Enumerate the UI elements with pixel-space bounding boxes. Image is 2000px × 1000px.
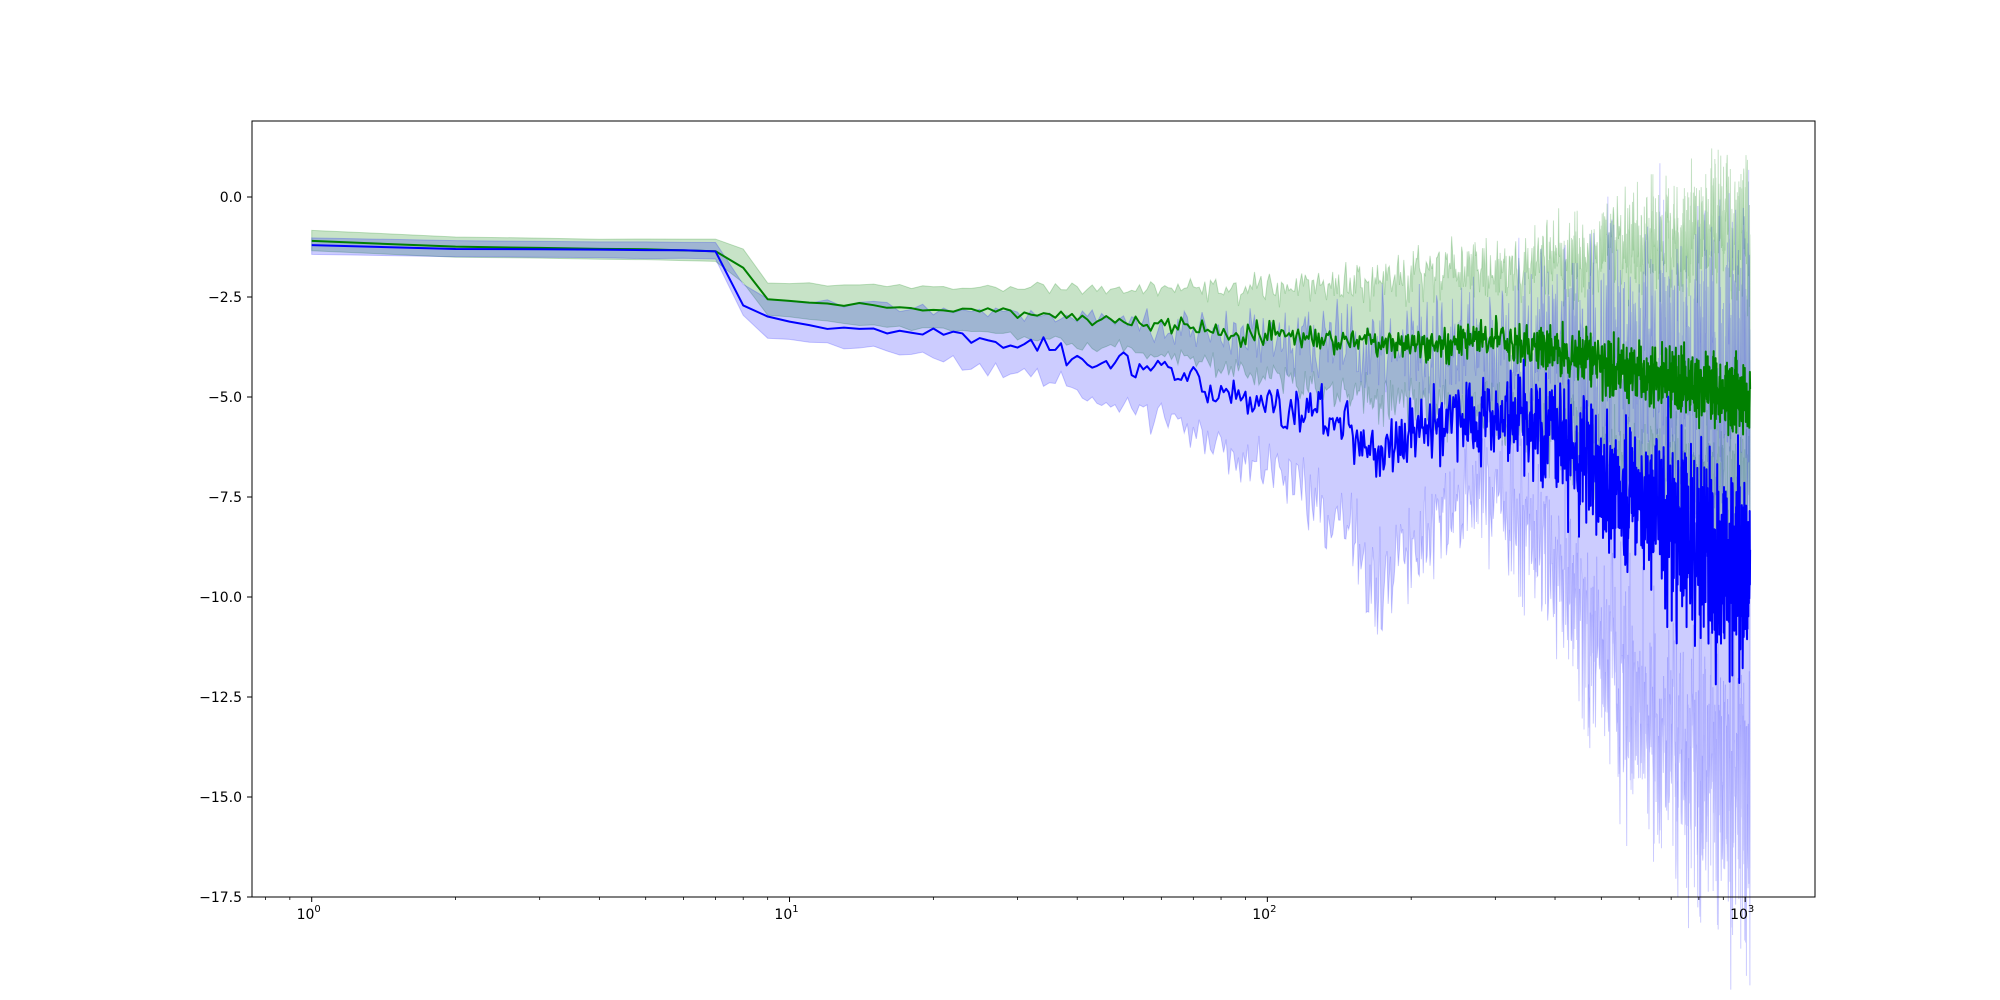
y-tick-label: −10.0 <box>199 590 242 606</box>
x-tick-label: 101 <box>774 904 798 923</box>
x-tick-label: 103 <box>1730 904 1754 923</box>
y-tick-label: −17.5 <box>199 890 242 906</box>
y-tick-label: −7.5 <box>208 490 242 506</box>
y-tick-label: 0.0 <box>220 190 242 206</box>
y-axis: 0.0 −2.5 −5.0 −7.5 −10.0 −12.5 −15.0 −17.5 <box>199 190 252 906</box>
y-tick-label: −15.0 <box>199 790 242 806</box>
x-axis: 100 101 102 103 <box>264 897 1754 923</box>
series-lines <box>311 239 1752 686</box>
x-tick-label: 100 <box>297 904 321 923</box>
y-tick-label: −2.5 <box>208 290 242 306</box>
plot-frame <box>251 120 1816 898</box>
series-2-line <box>311 244 1752 686</box>
series-1-line <box>311 239 1752 437</box>
y-tick-label: −5.0 <box>208 390 242 406</box>
x-tick-label: 102 <box>1252 904 1276 923</box>
confidence-bands <box>311 148 1751 990</box>
y-tick-label: −12.5 <box>199 690 242 706</box>
